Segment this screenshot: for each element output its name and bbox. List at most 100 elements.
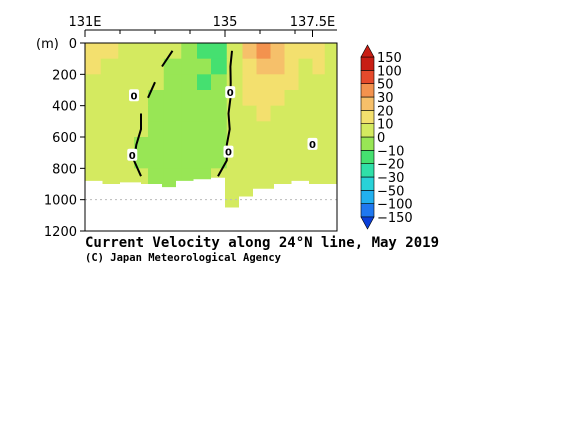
velocity-cell [85,74,102,91]
velocity-cell [312,43,326,60]
velocity-cell [284,137,300,154]
y-tick-label-0: 0 [69,37,77,52]
colorbar-label-5: −10 [377,144,404,159]
velocity-cell [242,90,258,107]
velocity-cell [242,152,258,169]
velocity-cell [100,58,119,75]
velocity-cell [100,105,119,122]
zero-contour-line [147,81,156,99]
velocity-cell [181,43,198,60]
y-axis: (m) 0 200 400 600 800 1000 1200 [36,37,85,240]
velocity-cell [163,137,182,154]
zero-contour-line [161,50,174,68]
colorbar-extend-top [360,44,375,58]
velocity-cell [226,105,244,122]
colorbar-label-0: −150 [377,211,413,226]
velocity-cell [226,58,244,75]
velocity-cell [270,105,286,122]
velocity-cell [226,121,244,138]
velocity-cell [242,137,258,154]
velocity-cell [256,90,272,107]
velocity-cell [134,152,149,169]
velocity-cell [118,58,135,75]
velocity-cell [118,43,135,60]
velocity-cell [148,74,165,91]
x-tick-label-1: 135 [213,15,238,30]
velocity-cell [298,152,314,169]
velocity-cell [181,90,198,107]
velocity-cell [256,105,272,122]
velocity-cell [256,152,272,169]
x-tick-label-0: 131E [68,15,101,30]
velocity-cell [284,58,300,75]
velocity-cell [181,121,198,138]
y-tick-label-1: 200 [52,68,77,83]
velocity-cell [270,43,286,60]
colorbar-label-9: 30 [377,91,394,106]
velocity-cell [134,58,149,75]
velocity-cell [85,90,102,107]
velocity-cell [100,43,119,60]
velocity-cell [181,74,198,91]
velocity-cell [211,137,228,154]
velocity-cell [298,74,314,91]
velocity-cell [118,105,135,122]
velocity-cell [197,43,212,60]
velocity-cell [312,74,326,91]
colorbar-label-4: −20 [377,158,404,173]
velocity-cell [298,105,314,122]
zero-label-bg-2 [225,86,236,99]
velocity-cell [134,43,149,60]
velocity-cell [298,121,314,138]
colorbar-box-0 [360,203,375,218]
velocity-cell [226,43,244,60]
zero-label-2: 0 [227,88,234,99]
velocity-cell [197,74,212,91]
velocity-cell [211,121,228,138]
velocity-cell [148,105,165,122]
x-tick-label-2: 137.5E [290,15,335,30]
colorbar-label-3: −30 [377,171,404,186]
colorbar-label-1: −100 [377,198,413,213]
colorbar-box-8 [360,96,375,111]
y-unit-label: (m) [36,37,59,52]
colorbar-label-12: 150 [377,51,402,66]
zero-label-bg-0 [127,148,138,161]
colorbar-box-3 [360,163,375,178]
velocity-cell [181,137,198,154]
velocity-cell [163,152,182,169]
velocity-cell [148,43,165,60]
velocity-cell [181,152,198,169]
velocity-cell [242,58,258,75]
velocity-cell [100,90,119,107]
colorbar-label-6: 0 [377,131,385,146]
colorbar-extend-bottom [360,216,375,230]
velocity-cell [270,137,286,154]
velocity-cell [100,152,119,169]
velocity-cell [312,121,326,138]
velocity-cell [197,58,212,75]
colorbar-label-7: 10 [377,118,394,133]
velocity-cell [242,43,258,60]
zero-label-bg-4 [307,137,318,150]
velocity-cell [242,105,258,122]
colorbar-label-8: 20 [377,104,394,119]
credit-text: (C) Japan Meteorological Agency [85,252,282,264]
velocity-cell [197,90,212,107]
velocity-cell [148,121,165,138]
velocity-cell [85,137,102,154]
velocity-cell [298,90,314,107]
velocity-cell [100,74,119,91]
velocity-cell [324,152,337,169]
bottom-mask [85,177,337,231]
velocity-cell [324,90,337,107]
colorbar-box-11 [360,56,375,71]
velocity-cell [197,137,212,154]
velocity-cell [270,90,286,107]
velocity-cell [298,58,314,75]
velocity-cell [85,121,102,138]
colorbar-box-5 [360,136,375,151]
zero-label-3: 0 [225,148,232,159]
